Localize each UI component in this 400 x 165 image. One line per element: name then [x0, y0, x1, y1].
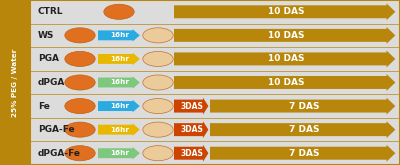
FancyArrow shape	[98, 123, 140, 136]
Ellipse shape	[65, 146, 95, 161]
Ellipse shape	[143, 99, 173, 114]
Text: 3DAS: 3DAS	[180, 149, 204, 158]
Ellipse shape	[143, 146, 173, 161]
FancyArrow shape	[98, 100, 140, 112]
FancyBboxPatch shape	[0, 0, 30, 165]
Text: 16hr: 16hr	[110, 150, 130, 156]
FancyArrow shape	[210, 121, 395, 138]
FancyArrow shape	[174, 74, 395, 91]
Text: 10 DAS: 10 DAS	[268, 78, 304, 87]
Text: PGA-Fe: PGA-Fe	[38, 125, 75, 134]
Text: 10 DAS: 10 DAS	[268, 54, 304, 63]
Ellipse shape	[143, 51, 173, 66]
FancyArrow shape	[210, 145, 395, 162]
Text: 7 DAS: 7 DAS	[289, 149, 319, 158]
Ellipse shape	[65, 122, 95, 137]
Text: 16hr: 16hr	[110, 56, 130, 62]
FancyArrow shape	[174, 50, 395, 67]
FancyArrow shape	[98, 76, 140, 89]
FancyArrow shape	[98, 147, 140, 159]
Text: 10 DAS: 10 DAS	[268, 7, 304, 16]
Text: 25% PEG / Water: 25% PEG / Water	[12, 48, 18, 117]
FancyArrow shape	[174, 145, 208, 162]
Text: Fe: Fe	[38, 102, 50, 111]
Text: 10 DAS: 10 DAS	[268, 31, 304, 40]
Text: 16hr: 16hr	[110, 127, 130, 133]
FancyArrow shape	[98, 53, 140, 65]
Ellipse shape	[65, 51, 95, 66]
Text: 7 DAS: 7 DAS	[289, 125, 319, 134]
Text: dPGA: dPGA	[38, 78, 65, 87]
Ellipse shape	[143, 75, 173, 90]
Text: 16hr: 16hr	[110, 32, 130, 38]
Ellipse shape	[65, 75, 95, 90]
Text: 7 DAS: 7 DAS	[289, 102, 319, 111]
Text: PGA: PGA	[38, 54, 59, 63]
FancyArrow shape	[174, 27, 395, 44]
Ellipse shape	[65, 28, 95, 43]
FancyArrow shape	[174, 3, 395, 20]
Ellipse shape	[143, 28, 173, 43]
Ellipse shape	[143, 122, 173, 137]
Text: 16hr: 16hr	[110, 80, 130, 85]
Text: 16hr: 16hr	[110, 103, 130, 109]
FancyArrow shape	[174, 98, 208, 115]
Text: CTRL: CTRL	[38, 7, 64, 16]
Text: WS: WS	[38, 31, 54, 40]
Ellipse shape	[65, 99, 95, 114]
Text: 3DAS: 3DAS	[180, 102, 204, 111]
Text: 3DAS: 3DAS	[180, 125, 204, 134]
FancyArrow shape	[98, 29, 140, 42]
Ellipse shape	[104, 4, 134, 19]
Text: dPGA-Fe: dPGA-Fe	[38, 149, 81, 158]
FancyArrow shape	[210, 98, 395, 115]
FancyArrow shape	[174, 121, 208, 138]
